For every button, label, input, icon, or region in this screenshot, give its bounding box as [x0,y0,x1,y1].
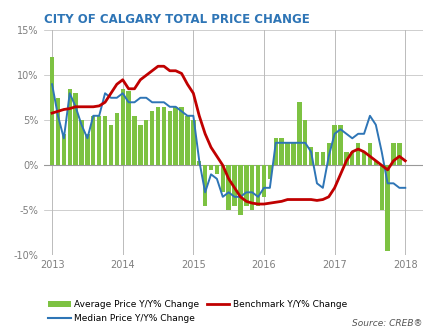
Bar [285,143,290,165]
Bar [391,143,396,165]
Bar [350,152,354,165]
Bar [167,111,172,165]
Bar [138,125,143,165]
Bar [61,134,66,165]
Bar [126,91,131,165]
Bar [268,165,272,179]
Bar [309,147,313,165]
Bar [91,116,95,165]
Bar [174,107,178,165]
Bar [356,143,361,165]
Bar [156,107,160,165]
Bar [303,120,307,165]
Bar [185,116,190,165]
Bar [179,107,184,165]
Legend: Average Price Y/Y% Change, Median Price Y/Y% Change, Benchmark Y/Y% Change: Average Price Y/Y% Change, Median Price … [48,300,347,323]
Bar [256,165,260,206]
Bar [97,116,102,165]
Bar [50,57,54,165]
Bar [103,116,107,165]
Bar [191,120,196,165]
Bar [379,165,384,210]
Bar [244,165,249,206]
Bar [221,165,225,192]
Bar [238,165,243,215]
Bar [368,143,372,165]
Bar [162,107,166,165]
Bar [68,89,72,165]
Bar [338,125,343,165]
Bar [320,152,325,165]
Bar [209,165,213,170]
Bar [109,125,113,165]
Text: CITY OF CALGARY TOTAL PRICE CHANGE: CITY OF CALGARY TOTAL PRICE CHANGE [44,13,310,26]
Bar [132,116,137,165]
Bar [232,165,237,206]
Bar [120,89,125,165]
Bar [344,152,349,165]
Bar [332,125,337,165]
Bar [273,138,278,165]
Bar [203,165,208,206]
Bar [85,134,90,165]
Bar [262,165,266,197]
Bar [279,138,284,165]
Bar [150,111,154,165]
Bar [56,98,60,165]
Bar [327,143,331,165]
Bar [362,152,366,165]
Bar [315,152,319,165]
Bar [291,143,296,165]
Bar [197,161,201,165]
Bar [385,165,390,251]
Bar [397,143,402,165]
Bar [115,113,119,165]
Bar [144,120,149,165]
Bar [250,165,255,210]
Bar [297,102,302,165]
Bar [79,120,84,165]
Text: Source: CREB®: Source: CREB® [352,319,423,328]
Bar [73,93,78,165]
Bar [374,161,378,165]
Bar [215,165,219,174]
Bar [226,165,231,210]
